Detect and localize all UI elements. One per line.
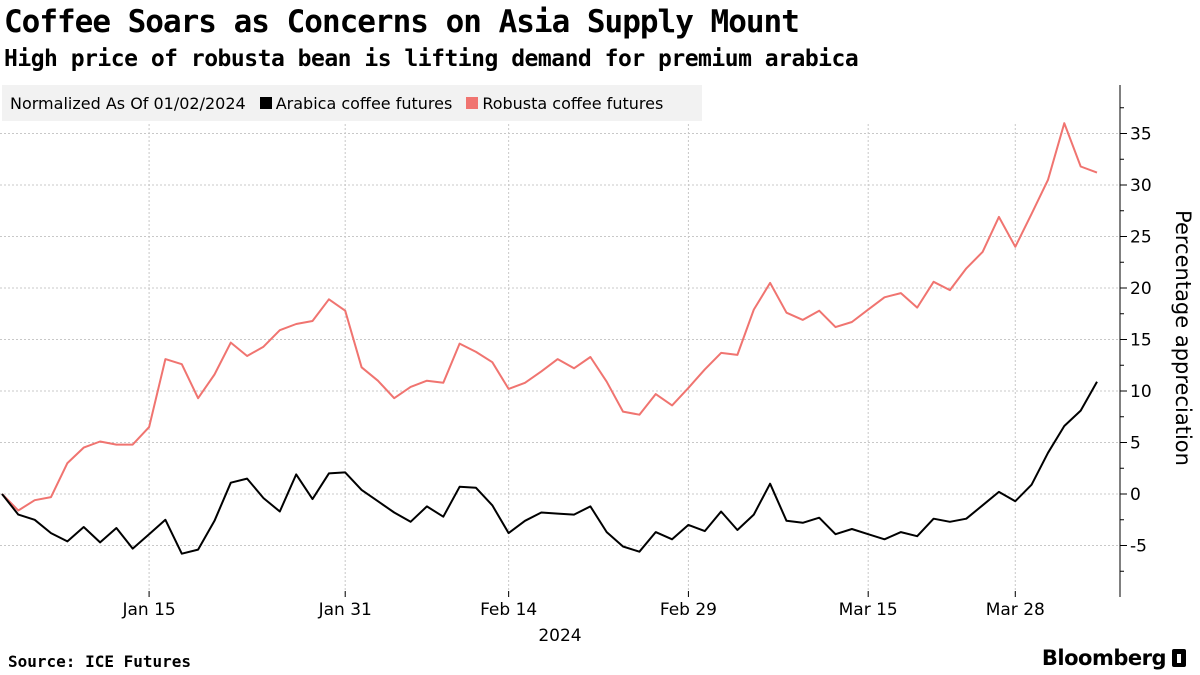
x-tick-label: Jan 31 — [318, 600, 372, 620]
chart-subtitle: High price of robusta bean is lifting de… — [4, 46, 859, 72]
legend-item-arabica: Arabica coffee futures — [259, 93, 453, 113]
series-line-arabica — [1, 381, 1098, 555]
y-axis: -5 0 5 10 15 20 25 30 35 Percentage appreciation — [1119, 85, 1195, 597]
x-tick-label: Feb 14 — [480, 600, 537, 620]
gridlines — [0, 124, 1120, 597]
y-tick-label: 20 — [1130, 279, 1152, 299]
legend-label-robusta: Robusta coffee futures — [482, 93, 664, 113]
y-tick-label: 25 — [1130, 228, 1152, 248]
bloomberg-mark-icon — [1172, 649, 1186, 667]
legend-swatch-robusta — [466, 97, 479, 109]
source-note: Source: ICE Futures — [8, 652, 192, 671]
legend-item-robusta: Robusta coffee futures — [466, 94, 663, 113]
y-tick-label: 5 — [1130, 434, 1141, 454]
y-tick-label: 30 — [1130, 176, 1152, 196]
series-line-robusta — [1, 122, 1098, 512]
bloomberg-logo: Bloomberg — [1042, 646, 1186, 670]
legend: Normalized As Of 01/02/2024 Arabica coff… — [2, 85, 702, 121]
x-tick-label: Mar 15 — [839, 600, 898, 620]
legend-swatch-arabica — [259, 97, 272, 109]
chart-title: Coffee Soars as Concerns on Asia Supply … — [4, 4, 800, 40]
y-tick-label: 15 — [1130, 331, 1152, 351]
y-tick-label: 35 — [1130, 125, 1152, 145]
legend-label-arabica: Arabica coffee futures — [275, 93, 453, 113]
y-tick-label: -5 — [1130, 537, 1147, 557]
y-tick-label: 0 — [1130, 485, 1141, 505]
legend-normalization-note: Normalized As Of 01/02/2024 — [10, 93, 246, 113]
x-axis: Jan 15 Jan 31 Feb 14 Feb 29 Mar 15 Mar 28 2024 — [121, 591, 1045, 646]
series-lines — [1, 122, 1098, 555]
x-tick-label: Jan 15 — [121, 600, 175, 620]
x-tick-label: Mar 28 — [986, 600, 1045, 620]
y-axis-label: Percentage appreciation — [1171, 210, 1195, 466]
y-tick-label: 10 — [1130, 382, 1152, 402]
x-axis-label: 2024 — [538, 626, 581, 646]
brand-name: Bloomberg — [1041, 646, 1167, 670]
x-tick-label: Feb 29 — [660, 600, 717, 620]
